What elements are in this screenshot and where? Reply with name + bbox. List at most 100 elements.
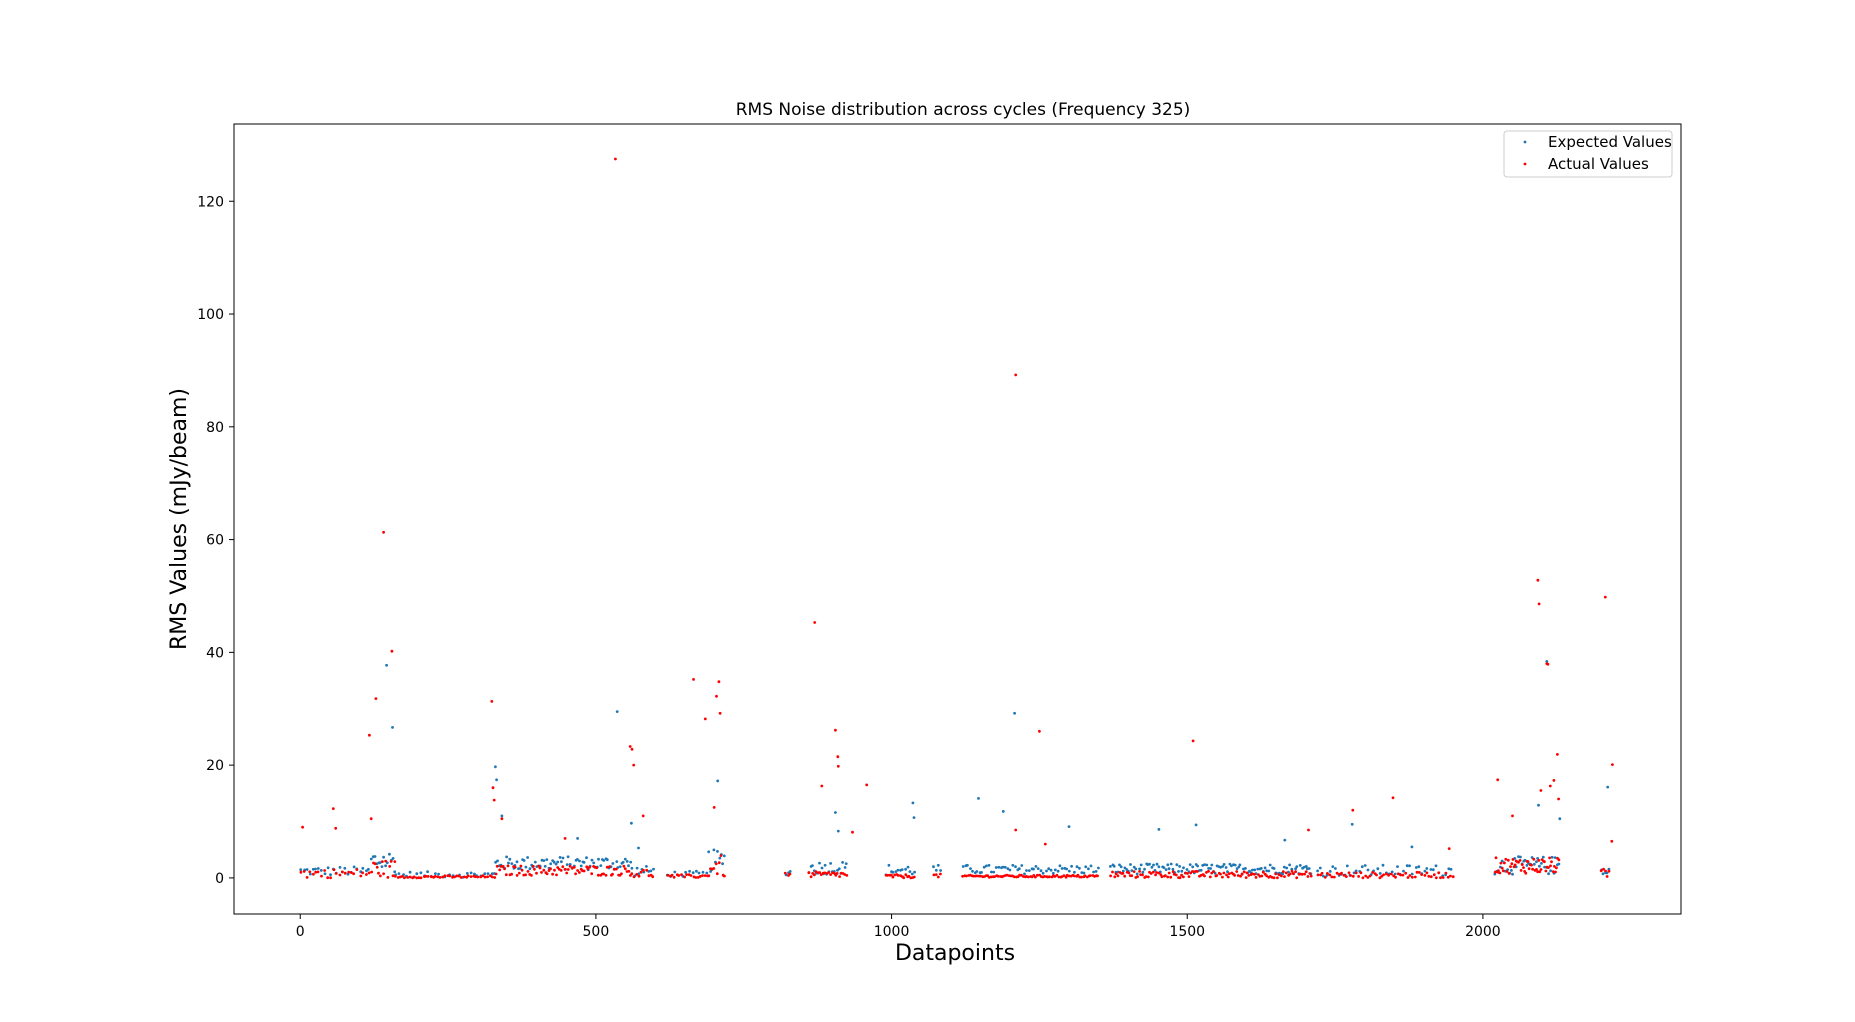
data-point [1510,862,1514,866]
data-point [1073,870,1076,874]
data-point [1157,865,1161,869]
data-point [635,873,639,876]
data-point [1235,870,1239,873]
plot-frame [233,123,1682,915]
data-point [389,860,393,863]
data-point [1089,864,1093,868]
data-point [1425,871,1429,875]
data-point [714,862,718,866]
data-point [343,866,347,870]
data-point [823,871,827,875]
data-point [611,872,614,876]
data-point [1520,863,1524,866]
data-point [1360,865,1364,869]
data-point [579,864,583,868]
data-point [814,870,818,874]
data-point [1222,871,1226,875]
data-point [1261,870,1265,874]
data-point [1237,865,1241,869]
data-point [576,869,579,872]
data-point [347,870,351,874]
data-point [1363,864,1367,867]
data-point [1043,875,1046,878]
data-point [614,867,618,871]
data-point [338,873,342,877]
data-point [314,867,317,871]
data-point [390,649,394,653]
data-point [483,872,487,876]
data-point [1182,875,1185,879]
data-point [932,873,936,877]
data-point [1389,872,1393,876]
data-point [1191,865,1195,869]
data-point [1150,865,1154,869]
data-point [588,865,591,869]
data-point [1005,873,1009,877]
data-point [438,876,442,879]
data-point [490,872,494,876]
data-point [1240,872,1244,876]
data-point [1020,873,1023,877]
data-point [908,870,912,873]
data-point [1260,874,1264,878]
data-point [1012,875,1016,879]
data-point [1332,875,1336,879]
data-point [365,873,368,876]
data-point [1306,875,1310,878]
data-point [1543,865,1546,869]
data-point [1065,867,1068,871]
data-point [1500,859,1504,863]
data-point [694,876,698,879]
data-point [1328,873,1332,877]
data-point [843,873,847,876]
data-point [1537,602,1541,606]
data-point [555,873,558,877]
data-point [556,860,560,864]
data-point [1144,875,1148,878]
data-point [1599,869,1603,873]
data-point [1347,871,1351,875]
x-tick-label: 1500 [1169,924,1205,940]
data-point [522,859,526,862]
data-point [329,876,332,880]
data-point [361,871,364,875]
data-point [1357,875,1360,878]
data-point [718,856,722,860]
data-point [1082,871,1086,875]
y-tick-label: 100 [197,307,224,323]
data-point [1130,874,1134,878]
data-point [501,865,505,868]
data-point [524,873,527,877]
data-point [1014,828,1018,832]
data-point [1402,869,1405,873]
data-point [1178,876,1182,880]
data-point [1493,870,1497,874]
data-point [1354,869,1358,873]
data-point [698,875,702,878]
data-point [1207,867,1210,870]
data-point [491,786,495,790]
data-point [597,857,600,861]
data-point [574,872,577,876]
data-point [651,875,655,879]
data-point [388,852,391,856]
data-point [1431,868,1435,872]
data-point [827,871,830,874]
data-point [479,875,483,879]
data-point [558,856,562,859]
data-point [887,863,891,867]
data-point [1033,875,1037,879]
data-point [1118,863,1121,867]
data-point [419,871,423,875]
data-point [684,870,687,874]
data-point [436,875,440,879]
data-point [1437,871,1441,875]
data-point [1083,874,1087,878]
data-point [1394,875,1397,879]
data-point [1551,870,1555,873]
data-point [1309,874,1313,878]
data-point [1230,864,1233,868]
data-point [1048,875,1051,879]
x-tick-label: 0 [296,924,305,940]
data-point [1274,872,1278,876]
